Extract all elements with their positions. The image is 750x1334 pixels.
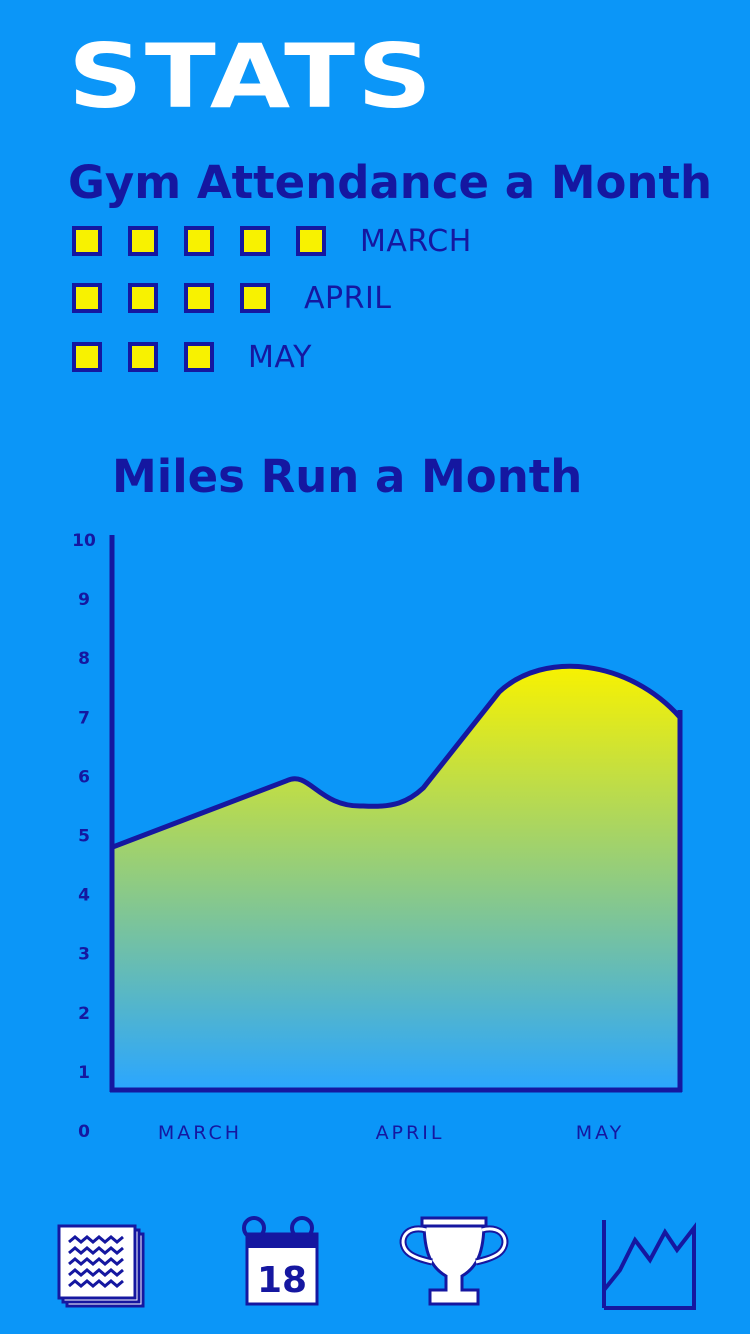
attendance-square	[72, 283, 102, 313]
x-tick-label: MAY	[576, 1122, 625, 1144]
y-tick-label: 8	[78, 649, 90, 669]
attendance-month-label: MAY	[248, 339, 312, 375]
y-tick-label: 5	[78, 827, 90, 847]
y-tick-label: 1	[78, 1063, 90, 1083]
nav-notes-button[interactable]	[38, 1205, 158, 1315]
attendance-square	[72, 342, 102, 372]
attendance-square	[184, 226, 214, 256]
page-title: STATS	[68, 24, 435, 129]
attendance-square	[240, 226, 270, 256]
y-tick-label: 6	[78, 767, 90, 787]
attendance-square	[184, 283, 214, 313]
series-line	[111, 663, 682, 850]
notes-stack-icon	[57, 1224, 145, 1308]
trophy-icon	[399, 1216, 509, 1306]
x-tick-label: MARCH	[158, 1122, 242, 1144]
y-tick-label: 3	[78, 945, 90, 965]
attendance-square	[128, 226, 158, 256]
y-tick-label: 4	[78, 886, 90, 906]
x-axis-ticks: MARCH APRIL MAY	[158, 1122, 625, 1144]
attendance-square	[184, 342, 214, 372]
attendance-title: Gym Attendance a Month	[68, 156, 713, 209]
attendance-squares	[72, 283, 296, 313]
nav-stats-button[interactable]	[582, 1205, 702, 1315]
y-tick-label: 2	[78, 1004, 90, 1024]
y-axis-ticks: 0 1 2 3 4 5 6 7 8 9 10	[72, 531, 96, 1142]
y-tick-label: 9	[78, 590, 90, 610]
attendance-squares	[72, 226, 352, 256]
attendance-month-label: APRIL	[304, 280, 392, 316]
calendar-icon: 18	[242, 1216, 319, 1306]
area-fill	[112, 666, 680, 1090]
attendance-month-label: MARCH	[360, 223, 472, 259]
miles-chart-title: Miles Run a Month	[112, 450, 583, 503]
attendance-square	[72, 226, 102, 256]
attendance-square	[296, 226, 326, 256]
attendance-row-may: MAY	[72, 338, 312, 376]
miles-area-chart: 0 1 2 3 4 5 6 7 8 9 10 MARCH APRIL MAY	[72, 531, 683, 1144]
attendance-square	[128, 283, 158, 313]
y-tick-label: 7	[78, 708, 90, 728]
stats-chart-icon	[602, 1220, 696, 1310]
nav-calendar-button[interactable]: 18	[214, 1205, 334, 1315]
x-tick-label: APRIL	[376, 1122, 445, 1144]
attendance-square	[240, 283, 270, 313]
attendance-row-april: APRIL	[72, 279, 392, 317]
y-tick-label: 10	[72, 531, 96, 551]
attendance-row-march: MARCH	[72, 222, 472, 260]
y-tick-label: 0	[78, 1122, 90, 1142]
attendance-square	[128, 342, 158, 372]
attendance-squares	[72, 342, 240, 372]
calendar-day-label: 18	[257, 1260, 307, 1301]
nav-trophy-button[interactable]	[394, 1205, 514, 1315]
